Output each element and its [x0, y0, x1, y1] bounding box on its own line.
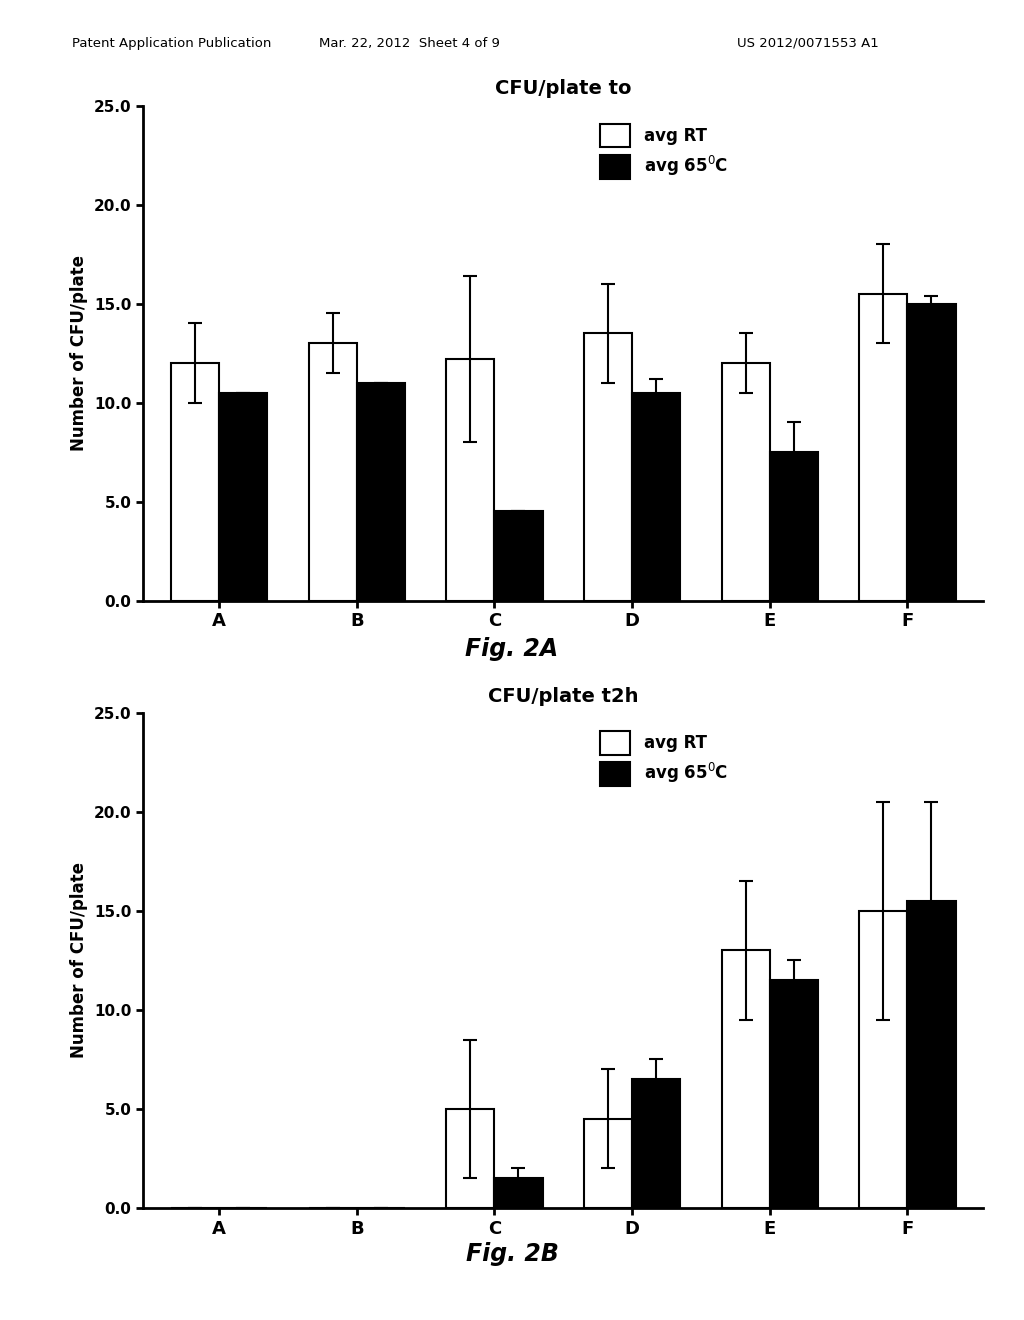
Bar	[495, 1177, 543, 1208]
Bar	[859, 293, 907, 601]
Bar	[907, 900, 955, 1208]
Bar	[584, 333, 632, 601]
Bar	[770, 979, 818, 1208]
Bar	[308, 343, 356, 601]
Bar	[907, 304, 955, 601]
Legend: avg RT, avg 65$^0$C: avg RT, avg 65$^0$C	[600, 731, 728, 785]
Y-axis label: Number of CFU/plate: Number of CFU/plate	[71, 862, 88, 1059]
Bar	[446, 1109, 495, 1208]
Bar	[171, 363, 219, 601]
Bar	[722, 363, 770, 601]
Bar	[356, 383, 404, 601]
Text: Fig. 2B: Fig. 2B	[466, 1242, 558, 1266]
Bar	[219, 393, 267, 601]
Y-axis label: Number of CFU/plate: Number of CFU/plate	[71, 255, 88, 451]
Bar	[495, 511, 543, 601]
Bar	[722, 950, 770, 1208]
Text: Mar. 22, 2012  Sheet 4 of 9: Mar. 22, 2012 Sheet 4 of 9	[319, 37, 500, 50]
Bar	[632, 393, 680, 601]
Bar	[632, 1080, 680, 1208]
Title: CFU/plate to: CFU/plate to	[495, 79, 632, 99]
Text: US 2012/0071553 A1: US 2012/0071553 A1	[737, 37, 879, 50]
Bar	[859, 911, 907, 1208]
Title: CFU/plate t2h: CFU/plate t2h	[488, 686, 638, 706]
Text: Fig. 2A: Fig. 2A	[466, 638, 558, 661]
Bar	[584, 1119, 632, 1208]
Bar	[446, 359, 495, 601]
Text: Patent Application Publication: Patent Application Publication	[72, 37, 271, 50]
Legend: avg RT, avg 65$^0$C: avg RT, avg 65$^0$C	[600, 124, 728, 178]
Bar	[770, 451, 818, 601]
